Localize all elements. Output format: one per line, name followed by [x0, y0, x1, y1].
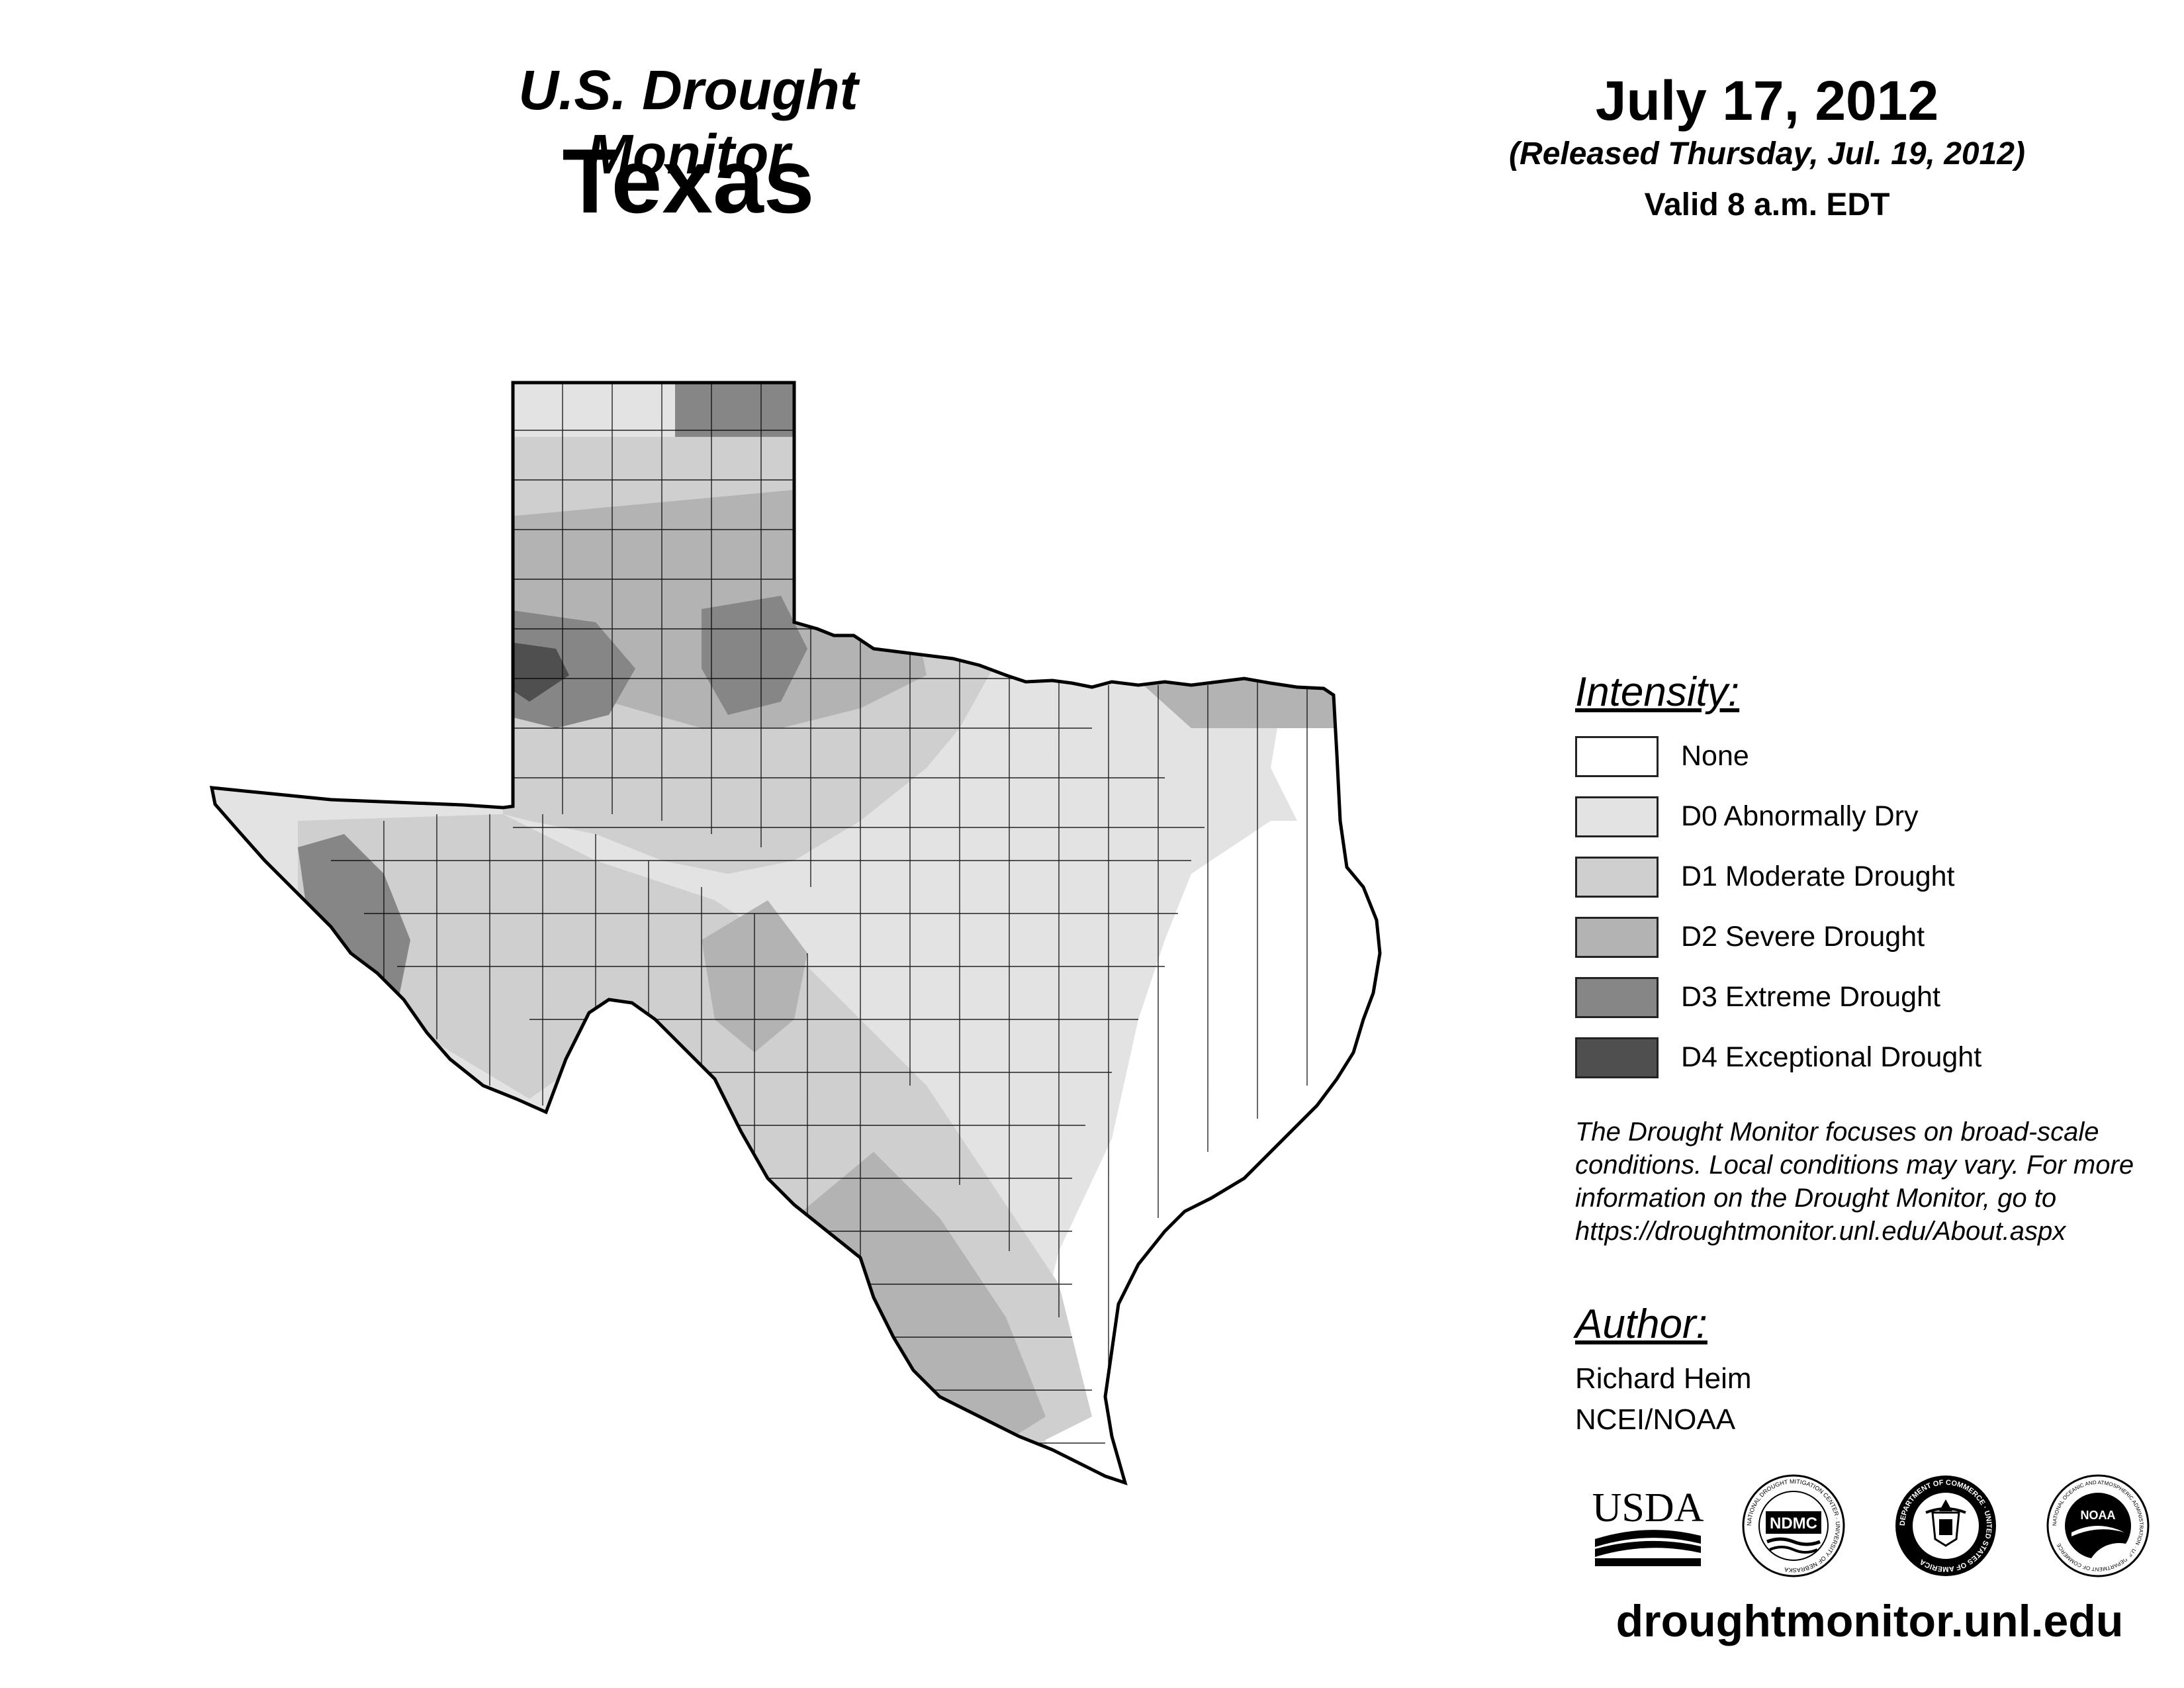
map-date: July 17, 2012 — [1595, 70, 1939, 132]
legend-swatch — [1575, 1037, 1659, 1078]
d2-region-south — [794, 1152, 1046, 1450]
legend-label: D3 Extreme Drought — [1681, 981, 1940, 1013]
d3-region-panhandle-top — [675, 384, 794, 437]
ndmc-logo-text: NDMC — [1770, 1515, 1817, 1532]
legend-label: None — [1681, 740, 1749, 772]
legend-swatch — [1575, 796, 1659, 837]
d4-region — [510, 642, 569, 702]
noaa-logo-text: NOAA — [2081, 1509, 2116, 1522]
legend-label: D1 Moderate Drought — [1681, 861, 1955, 892]
legend: Intensity: None D0 Abnormally Dry D1 Mod… — [1575, 669, 2171, 1092]
d3-region-panhandle-east — [702, 596, 807, 715]
county-boundaries — [331, 383, 1308, 1444]
texas-drought-map — [209, 381, 1382, 1485]
legend-swatch — [1575, 857, 1659, 898]
legend-label: D0 Abnormally Dry — [1681, 800, 1919, 832]
map-title: U.S. Drought Monitor — [518, 59, 858, 185]
d3-region-west — [298, 834, 410, 1006]
usda-logo-text: USDA — [1592, 1485, 1704, 1530]
legend-swatch — [1575, 977, 1659, 1018]
department-of-commerce-seal: DEPARTMENT OF COMMERCE · UNITED STATES O… — [1895, 1476, 1996, 1576]
website-url[interactable]: droughtmonitor.unl.edu — [1615, 1596, 2124, 1646]
texas-outline — [209, 381, 1382, 1485]
legend-heading: Intensity: — [1575, 669, 1740, 715]
usda-logo: USDA — [1592, 1485, 1704, 1566]
noaa-logo: NATIONAL OCEANIC AND ATMOSPHERIC ADMINIS… — [2046, 1474, 2150, 1577]
legend-label: D2 Severe Drought — [1681, 921, 1925, 953]
legend-item-d1: D1 Moderate Drought — [1575, 857, 2171, 903]
legend-swatch — [1575, 917, 1659, 958]
author-heading: Author: — [1575, 1301, 1707, 1347]
legend-label: D4 Exceptional Drought — [1681, 1041, 1982, 1073]
disclaimer-line: conditions. Local conditions may vary. F… — [1575, 1150, 2134, 1180]
legend-item-d2: D2 Severe Drought — [1575, 917, 2171, 963]
d3-region-panhandle-west — [503, 609, 635, 728]
legend-item-none: None — [1575, 736, 2171, 782]
author-organization: NCEI/NOAA — [1575, 1403, 1736, 1436]
d3-region-south — [847, 1364, 907, 1403]
disclaimer-line: The Drought Monitor focuses on broad-sca… — [1575, 1117, 2099, 1147]
author-name: Richard Heim — [1575, 1362, 1752, 1395]
disclaimer-text: The Drought Monitor focuses on broad-sca… — [1575, 1115, 2171, 1248]
legend-item-d0: D0 Abnormally Dry — [1575, 796, 2171, 843]
map-state-name: Texas — [562, 130, 815, 232]
valid-time: Valid 8 a.m. EDT — [1644, 187, 1890, 222]
legend-swatch — [1575, 736, 1659, 777]
release-date: (Released Thursday, Jul. 19, 2012) — [1509, 136, 2025, 171]
legend-item-d3: D3 Extreme Drought — [1575, 977, 2171, 1023]
disclaimer-line: information on the Drought Monitor, go t… — [1575, 1184, 2057, 1213]
legend-item-d4: D4 Exceptional Drought — [1575, 1037, 2171, 1084]
disclaimer-link[interactable]: https://droughtmonitor.unl.edu/About.asp… — [1575, 1217, 2066, 1246]
ndmc-logo: NATIONAL DROUGHT MITIGATION CENTER · UNI… — [1742, 1474, 1845, 1577]
